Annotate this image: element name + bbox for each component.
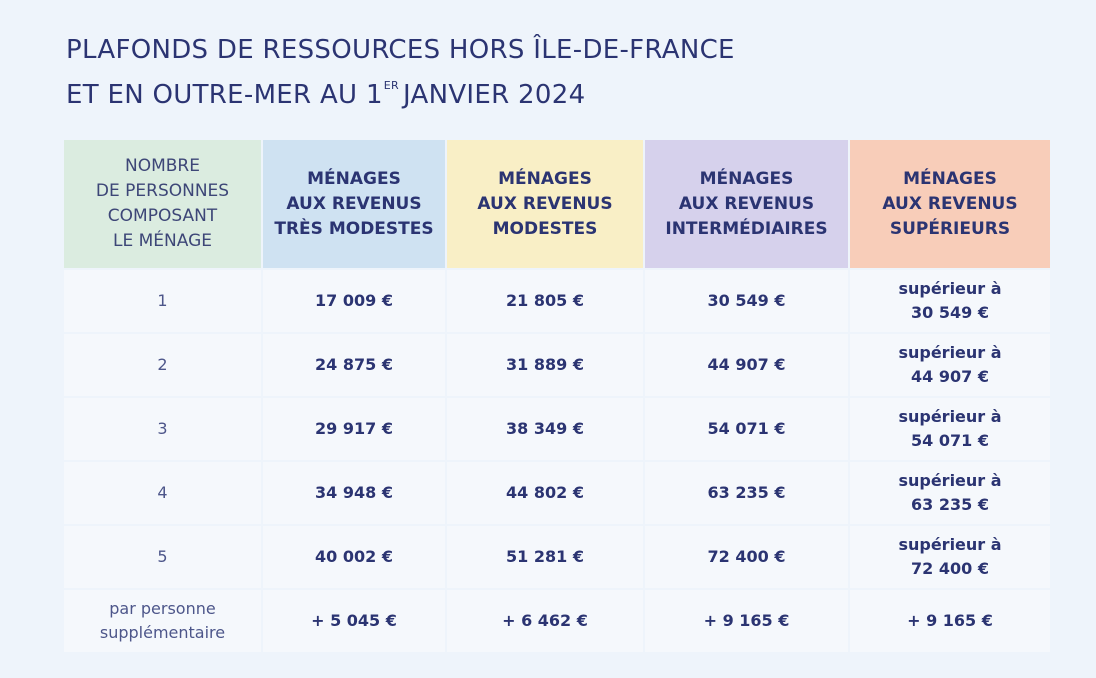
cell-value: + 5 045 €	[311, 611, 397, 630]
cell-line: supplémentaire	[99, 623, 226, 642]
cell-value: 34 948 €	[315, 483, 393, 502]
header-line: COMPOSANT	[107, 206, 218, 226]
modestes-cell: 44 802 €	[447, 462, 643, 524]
modestes-cell: 31 889 €	[447, 334, 643, 396]
cell-line: 30 549 €	[911, 303, 989, 322]
header-line: MODESTES	[492, 218, 598, 239]
cell-value: 72 400 €	[707, 547, 786, 566]
intermediaires-cell: 44 907 €	[645, 334, 848, 396]
header-line: TRÈS MODESTES	[274, 218, 434, 239]
cell-line: supérieur à	[898, 471, 1002, 490]
cell-line: 54 071 €	[911, 431, 989, 450]
header-superieurs: MÉNAGES AUX REVENUS SUPÉRIEURS	[850, 140, 1050, 268]
title-line-1: PLAFONDS DE RESSOURCES HORS ÎLE-DE-FRANC…	[66, 35, 735, 65]
header-line: AUX REVENUS	[882, 193, 1018, 214]
modestes-cell: 51 281 €	[447, 526, 643, 588]
cell-value: + 6 462 €	[502, 611, 588, 630]
cell-value: 44 907 €	[707, 355, 786, 374]
persons-cell: 3	[64, 398, 261, 460]
superieurs-cell: supérieur à 44 907 €	[850, 334, 1050, 396]
superieurs-cell: supérieur à 72 400 €	[850, 526, 1050, 588]
header-line: AUX REVENUS	[477, 193, 613, 214]
persons-cell: 5	[64, 526, 261, 588]
cell-value: 29 917 €	[315, 419, 393, 438]
cell-value: 40 002 €	[315, 547, 393, 566]
tres-modestes-cell: 40 002 €	[263, 526, 445, 588]
title-line-2-end: JANVIER 2024	[402, 80, 586, 110]
superieurs-cell: + 9 165 €	[850, 590, 1050, 652]
header-line: AUX REVENUS	[678, 193, 815, 214]
header-line: MÉNAGES	[699, 168, 794, 189]
tres-modestes-cell: 24 875 €	[263, 334, 445, 396]
cell-line: 4	[157, 483, 168, 502]
intermediaires-cell: 72 400 €	[645, 526, 848, 588]
cell-line: 5	[157, 547, 168, 566]
tres-modestes-cell: 17 009 €	[263, 270, 445, 332]
intermediaires-cell: 30 549 €	[645, 270, 848, 332]
persons-cell: 2	[64, 334, 261, 396]
modestes-cell: + 6 462 €	[447, 590, 643, 652]
title-line-2-start: ET EN OUTRE-MER AU 1	[66, 80, 383, 110]
header-line: INTERMÉDIAIRES	[665, 218, 828, 239]
cell-value: 21 805 €	[506, 291, 584, 310]
cell-value: 63 235 €	[707, 483, 786, 502]
superieurs-cell: supérieur à 63 235 €	[850, 462, 1050, 524]
cell-line: supérieur à	[898, 343, 1002, 362]
cell-line: supérieur à	[898, 279, 1002, 298]
title-superscript: ER	[383, 79, 399, 92]
cell-value: 54 071 €	[707, 419, 786, 438]
intermediaires-cell: + 9 165 €	[645, 590, 848, 652]
cell-line: 63 235 €	[911, 495, 989, 514]
header-tres-modestes: MÉNAGES AUX REVENUS TRÈS MODESTES	[263, 140, 445, 268]
header-intermediaires: MÉNAGES AUX REVENUS INTERMÉDIAIRES	[645, 140, 848, 268]
tres-modestes-cell: + 5 045 €	[263, 590, 445, 652]
cell-line: 1	[157, 291, 168, 310]
header-line: DE PERSONNES	[95, 181, 230, 201]
persons-cell: 4	[64, 462, 261, 524]
modestes-cell: 21 805 €	[447, 270, 643, 332]
cell-value: 44 802 €	[506, 483, 584, 502]
income-ceiling-table: NOMBRE DE PERSONNES COMPOSANT LE MÉNAGE MÉNA…	[64, 140, 1050, 652]
header-modestes: MÉNAGES AUX REVENUS MODESTES	[447, 140, 643, 268]
header-persons: NOMBRE DE PERSONNES COMPOSANT LE MÉNAGE	[64, 140, 261, 268]
cell-value: 51 281 €	[506, 547, 584, 566]
persons-cell: 1	[64, 270, 261, 332]
page-title: PLAFONDS DE RESSOURCES HORS ÎLE-DE-FRANC…	[66, 32, 735, 113]
header-line: SUPÉRIEURS	[889, 218, 1011, 239]
cell-value: 17 009 €	[315, 291, 393, 310]
header-line: MÉNAGES	[498, 168, 592, 189]
superieurs-cell: supérieur à 30 549 €	[850, 270, 1050, 332]
header-line: LE MÉNAGE	[113, 231, 212, 251]
cell-line: supérieur à	[898, 535, 1002, 554]
cell-value: 31 889 €	[506, 355, 584, 374]
cell-line: 72 400 €	[911, 559, 989, 578]
tres-modestes-cell: 34 948 €	[263, 462, 445, 524]
cell-line: + 9 165 €	[907, 611, 993, 630]
superieurs-cell: supérieur à 54 071 €	[850, 398, 1050, 460]
cell-line: par personne	[109, 599, 216, 618]
persons-cell: par personne supplémentaire	[64, 590, 261, 652]
cell-line: 2	[157, 355, 168, 374]
header-line: AUX REVENUS	[286, 193, 422, 214]
cell-line: 44 907 €	[911, 367, 989, 386]
tres-modestes-cell: 29 917 €	[263, 398, 445, 460]
intermediaires-cell: 63 235 €	[645, 462, 848, 524]
cell-value: + 9 165 €	[703, 611, 790, 630]
cell-value: 24 875 €	[315, 355, 393, 374]
header-line: MÉNAGES	[307, 168, 401, 189]
header-line: NOMBRE	[125, 156, 200, 176]
intermediaires-cell: 54 071 €	[645, 398, 848, 460]
header-line: MÉNAGES	[903, 168, 997, 189]
modestes-cell: 38 349 €	[447, 398, 643, 460]
cell-value: 30 549 €	[707, 291, 786, 310]
cell-value: 38 349 €	[506, 419, 584, 438]
cell-line: supérieur à	[898, 407, 1002, 426]
cell-line: 3	[157, 419, 168, 438]
